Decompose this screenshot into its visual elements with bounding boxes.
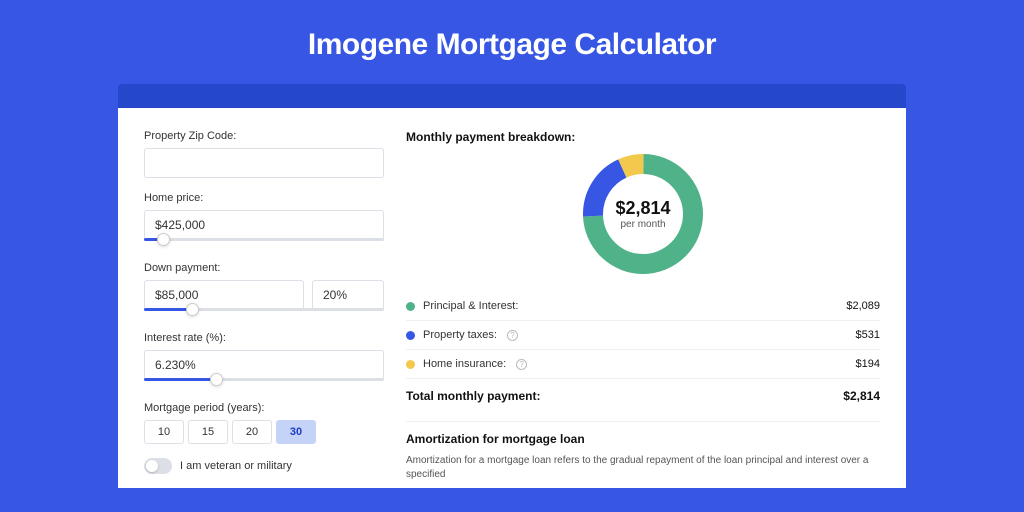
slider-thumb[interactable] bbox=[157, 233, 170, 246]
amortization-title: Amortization for mortgage loan bbox=[406, 432, 880, 446]
divider bbox=[406, 421, 880, 422]
period-option-15[interactable]: 15 bbox=[188, 420, 228, 444]
zip-field-group: Property Zip Code: bbox=[144, 130, 384, 178]
period-option-10[interactable]: 10 bbox=[144, 420, 184, 444]
interest-rate-input[interactable] bbox=[144, 350, 384, 380]
mortgage-period-label: Mortgage period (years): bbox=[144, 402, 384, 414]
legend-value: $194 bbox=[856, 358, 880, 370]
breakdown-title: Monthly payment breakdown: bbox=[406, 130, 880, 144]
legend-left: Home insurance:? bbox=[406, 358, 527, 370]
donut-center: $2,814 per month bbox=[615, 198, 670, 230]
slider-fill bbox=[144, 378, 216, 381]
toggle-knob bbox=[146, 460, 158, 472]
mortgage-period-field-group: Mortgage period (years): 10152030 bbox=[144, 402, 384, 444]
legend-label: Principal & Interest: bbox=[423, 300, 518, 312]
legend-dot bbox=[406, 360, 415, 369]
info-icon[interactable]: ? bbox=[507, 330, 518, 341]
veteran-toggle-row: I am veteran or military bbox=[144, 458, 384, 474]
zip-label: Property Zip Code: bbox=[144, 130, 384, 142]
amortization-body: Amortization for a mortgage loan refers … bbox=[406, 454, 880, 482]
total-value: $2,814 bbox=[843, 389, 880, 403]
form-column: Property Zip Code: Home price: Down paym… bbox=[144, 130, 384, 488]
zip-input[interactable] bbox=[144, 148, 384, 178]
legend-label: Property taxes: bbox=[423, 329, 497, 341]
down-payment-input[interactable] bbox=[144, 280, 304, 310]
period-option-30[interactable]: 30 bbox=[276, 420, 316, 444]
breakdown-legend: Principal & Interest: $2,089 Property taxe… bbox=[406, 292, 880, 379]
mortgage-period-options: 10152030 bbox=[144, 420, 384, 444]
total-label: Total monthly payment: bbox=[406, 389, 540, 403]
slider-thumb[interactable] bbox=[186, 303, 199, 316]
legend-row: Property taxes:? $531 bbox=[406, 321, 880, 350]
calculator-stage: Property Zip Code: Home price: Down paym… bbox=[118, 84, 906, 488]
legend-row: Principal & Interest: $2,089 bbox=[406, 292, 880, 321]
donut-sub: per month bbox=[615, 219, 670, 230]
legend-row: Home insurance:? $194 bbox=[406, 350, 880, 379]
legend-dot bbox=[406, 302, 415, 311]
slider-fill bbox=[144, 308, 192, 311]
page-title: Imogene Mortgage Calculator bbox=[0, 0, 1024, 84]
total-row: Total monthly payment: $2,814 bbox=[406, 379, 880, 417]
info-icon[interactable]: ? bbox=[516, 359, 527, 370]
home-price-field-group: Home price: bbox=[144, 192, 384, 248]
down-payment-slider[interactable] bbox=[144, 308, 384, 318]
legend-label: Home insurance: bbox=[423, 358, 506, 370]
legend-left: Principal & Interest: bbox=[406, 300, 518, 312]
donut-chart: $2,814 per month bbox=[406, 154, 880, 274]
breakdown-column: Monthly payment breakdown: $2,814 per mo… bbox=[406, 130, 880, 488]
legend-value: $531 bbox=[856, 329, 880, 341]
down-payment-field-group: Down payment: bbox=[144, 262, 384, 318]
donut-amount: $2,814 bbox=[615, 198, 670, 219]
slider-thumb[interactable] bbox=[210, 373, 223, 386]
card-shadow bbox=[118, 84, 906, 108]
home-price-slider[interactable] bbox=[144, 238, 384, 248]
down-payment-label: Down payment: bbox=[144, 262, 384, 274]
legend-left: Property taxes:? bbox=[406, 329, 518, 341]
legend-value: $2,089 bbox=[846, 300, 880, 312]
period-option-20[interactable]: 20 bbox=[232, 420, 272, 444]
veteran-toggle[interactable] bbox=[144, 458, 172, 474]
down-payment-pct-input[interactable] bbox=[312, 280, 384, 310]
interest-rate-field-group: Interest rate (%): bbox=[144, 332, 384, 388]
calculator-card: Property Zip Code: Home price: Down paym… bbox=[118, 108, 906, 488]
home-price-label: Home price: bbox=[144, 192, 384, 204]
legend-dot bbox=[406, 331, 415, 340]
interest-rate-slider[interactable] bbox=[144, 378, 384, 388]
slider-track bbox=[144, 238, 384, 241]
interest-rate-label: Interest rate (%): bbox=[144, 332, 384, 344]
veteran-label: I am veteran or military bbox=[180, 460, 292, 472]
home-price-input[interactable] bbox=[144, 210, 384, 240]
